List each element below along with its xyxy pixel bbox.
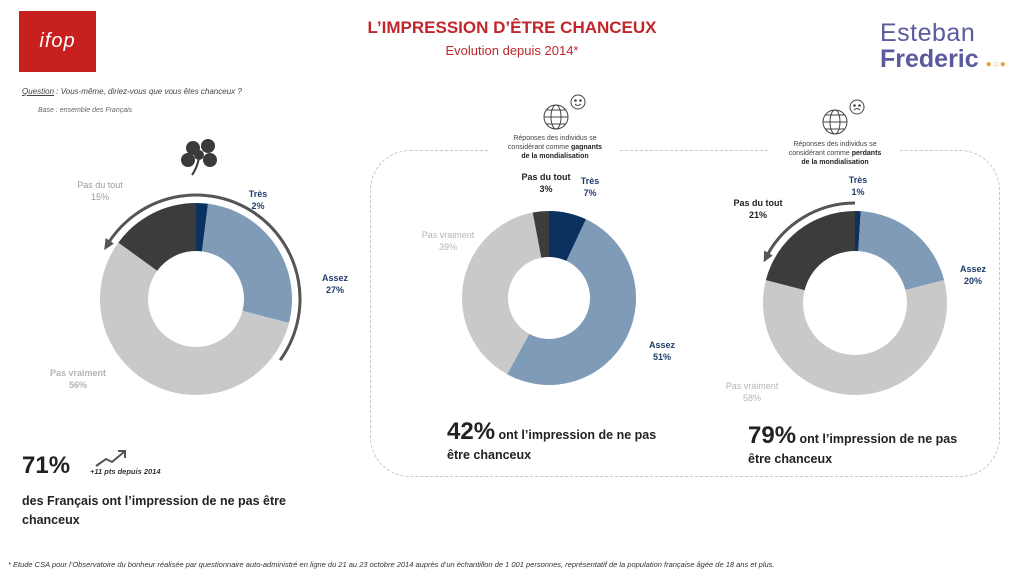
brand-line2: Frederic ●○● bbox=[880, 46, 1020, 78]
note-line2-bold: gagnants bbox=[570, 144, 603, 151]
value-label: 51% bbox=[652, 352, 671, 362]
summary-delta: +11 pts depuis 2014 bbox=[90, 467, 161, 476]
slice-tres bbox=[196, 203, 209, 252]
summary-text2: être chanceux bbox=[447, 448, 532, 462]
category-label: Assez bbox=[959, 264, 986, 274]
trend-up-icon bbox=[95, 450, 126, 467]
category-label: Pas vraiment bbox=[725, 381, 779, 391]
note-line1: Réponses des individus se bbox=[793, 141, 877, 148]
label-assez-2: Assez 51% bbox=[640, 339, 684, 363]
brand-dots-icon: ●○● bbox=[985, 59, 1007, 70]
question-text: Question : Vous-même, diriez-vous que vo… bbox=[22, 87, 242, 96]
summary-text1: ont l’impression de ne pas bbox=[495, 428, 657, 442]
category-label: Assez bbox=[321, 273, 348, 283]
note-line2-bold: perdants bbox=[851, 150, 882, 157]
value-label: 21% bbox=[748, 210, 767, 220]
summary-value: 71% bbox=[22, 452, 71, 479]
category-label: Pas du tout bbox=[733, 198, 783, 208]
summary-gagnants: 42% ont l’impression de ne pas être chan… bbox=[447, 418, 707, 465]
label-pas-du-tout-1: Pas du tout 15% bbox=[60, 179, 140, 203]
value-label: 27% bbox=[325, 285, 344, 295]
outer-arc-3 bbox=[765, 201, 856, 257]
note-gagnants: Réponses des individus se considérant co… bbox=[490, 134, 620, 161]
slice-assez bbox=[507, 219, 636, 385]
label-pas-du-tout-3: Pas du tout 21% bbox=[718, 197, 798, 221]
slice-pas-vraiment bbox=[99, 242, 289, 396]
summary-value: 42% bbox=[447, 418, 496, 445]
slice-assez bbox=[202, 203, 293, 323]
donut-chart-gagnants bbox=[462, 211, 636, 385]
slice-pas-du-tout bbox=[118, 203, 196, 271]
summary-text: des Français ont l’impression de ne pas … bbox=[22, 494, 286, 527]
category-label: Pas vraiment bbox=[421, 230, 475, 240]
note-line2: considérant comme perdants bbox=[770, 149, 900, 158]
donut-chart-perdants bbox=[763, 211, 947, 395]
slice-pas-du-tout bbox=[765, 211, 855, 291]
summary-all: 71% bbox=[22, 452, 70, 480]
note-line2: considérant comme gagnants bbox=[490, 143, 620, 152]
label-assez-3: Assez 20% bbox=[951, 263, 995, 287]
note-line1: Réponses des individus se bbox=[513, 135, 597, 142]
label-pas-vraiment-3: Pas vraiment 58% bbox=[712, 380, 792, 404]
donut-chart-all bbox=[99, 203, 293, 396]
slice-pas-vraiment bbox=[462, 212, 542, 375]
brand-logo: Esteban Frederic ●○● bbox=[880, 20, 1020, 78]
ifop-logo: ifop bbox=[19, 11, 96, 72]
summary-perdants: 79% ont l’impression de ne pas être chan… bbox=[748, 422, 1008, 469]
value-label: 39% bbox=[438, 242, 457, 252]
category-label: Très bbox=[848, 175, 868, 185]
summary-value: 79% bbox=[748, 422, 797, 449]
category-label: Pas du tout bbox=[77, 180, 123, 190]
label-assez-1: Assez 27% bbox=[313, 272, 357, 296]
slice-pas-du-tout bbox=[532, 211, 549, 258]
globe-happy-icon bbox=[543, 94, 586, 130]
label-tres-1: Très 2% bbox=[238, 188, 278, 212]
label-tres-2: Très 7% bbox=[570, 175, 610, 199]
label-pas-vraiment-2: Pas vraiment 39% bbox=[408, 229, 488, 253]
outer-arc-1 bbox=[106, 193, 302, 362]
value-label: 3% bbox=[539, 184, 553, 194]
clover-icon bbox=[181, 139, 217, 176]
category-label: Très bbox=[248, 189, 268, 199]
slice-tres bbox=[549, 211, 587, 261]
comparison-group-box bbox=[370, 150, 1000, 477]
category-label: Pas du tout bbox=[521, 172, 571, 182]
ifop-logo-text: ifop bbox=[39, 30, 76, 52]
category-label: Pas vraiment bbox=[49, 368, 107, 378]
footnote: * Etude CSA pour l’Observatoire du bonhe… bbox=[8, 560, 775, 569]
note-line3: de la mondialisation bbox=[801, 159, 869, 166]
value-label: 2% bbox=[251, 201, 265, 211]
note-line2-text: considérant comme bbox=[788, 150, 852, 157]
page-title: L’IMPRESSION D’ÊTRE CHANCEUX bbox=[367, 18, 657, 37]
note-perdants: Réponses des individus se considérant co… bbox=[770, 140, 900, 167]
value-label: 1% bbox=[851, 187, 865, 197]
label-tres-3: Très 1% bbox=[838, 174, 878, 198]
globe-sad-icon bbox=[822, 99, 865, 135]
summary-text1: ont l’impression de ne pas bbox=[796, 432, 958, 446]
label-pas-du-tout-2: Pas du tout 3% bbox=[506, 171, 586, 195]
slice-pas-vraiment bbox=[763, 280, 947, 395]
arc-arrowhead-1 bbox=[104, 238, 114, 251]
value-label: 56% bbox=[68, 380, 87, 390]
base-text: Base : ensemble des Français bbox=[38, 107, 133, 114]
slice-assez bbox=[858, 211, 945, 291]
arc-arrowhead-3 bbox=[763, 250, 773, 263]
value-label: 58% bbox=[742, 393, 761, 403]
brand-line2-text: Frederic bbox=[880, 45, 979, 73]
category-label: Très bbox=[580, 176, 600, 186]
page-subtitle: Evolution depuis 2014* bbox=[445, 43, 579, 58]
summary-text2: être chanceux bbox=[748, 452, 833, 466]
note-line3: de la mondialisation bbox=[521, 153, 589, 160]
value-label: 15% bbox=[90, 192, 109, 202]
question-body: : Vous-même, diriez-vous que vous êtes c… bbox=[54, 87, 242, 96]
note-line2-text: considérant comme bbox=[507, 144, 571, 151]
value-label: 20% bbox=[963, 276, 982, 286]
slice-tres bbox=[855, 211, 861, 252]
label-pas-vraiment-1: Pas vraiment 56% bbox=[38, 367, 118, 391]
brand-line1: Esteban bbox=[880, 19, 976, 47]
category-label: Assez bbox=[648, 340, 675, 350]
question-label: Question bbox=[22, 87, 55, 96]
value-label: 7% bbox=[583, 188, 597, 198]
